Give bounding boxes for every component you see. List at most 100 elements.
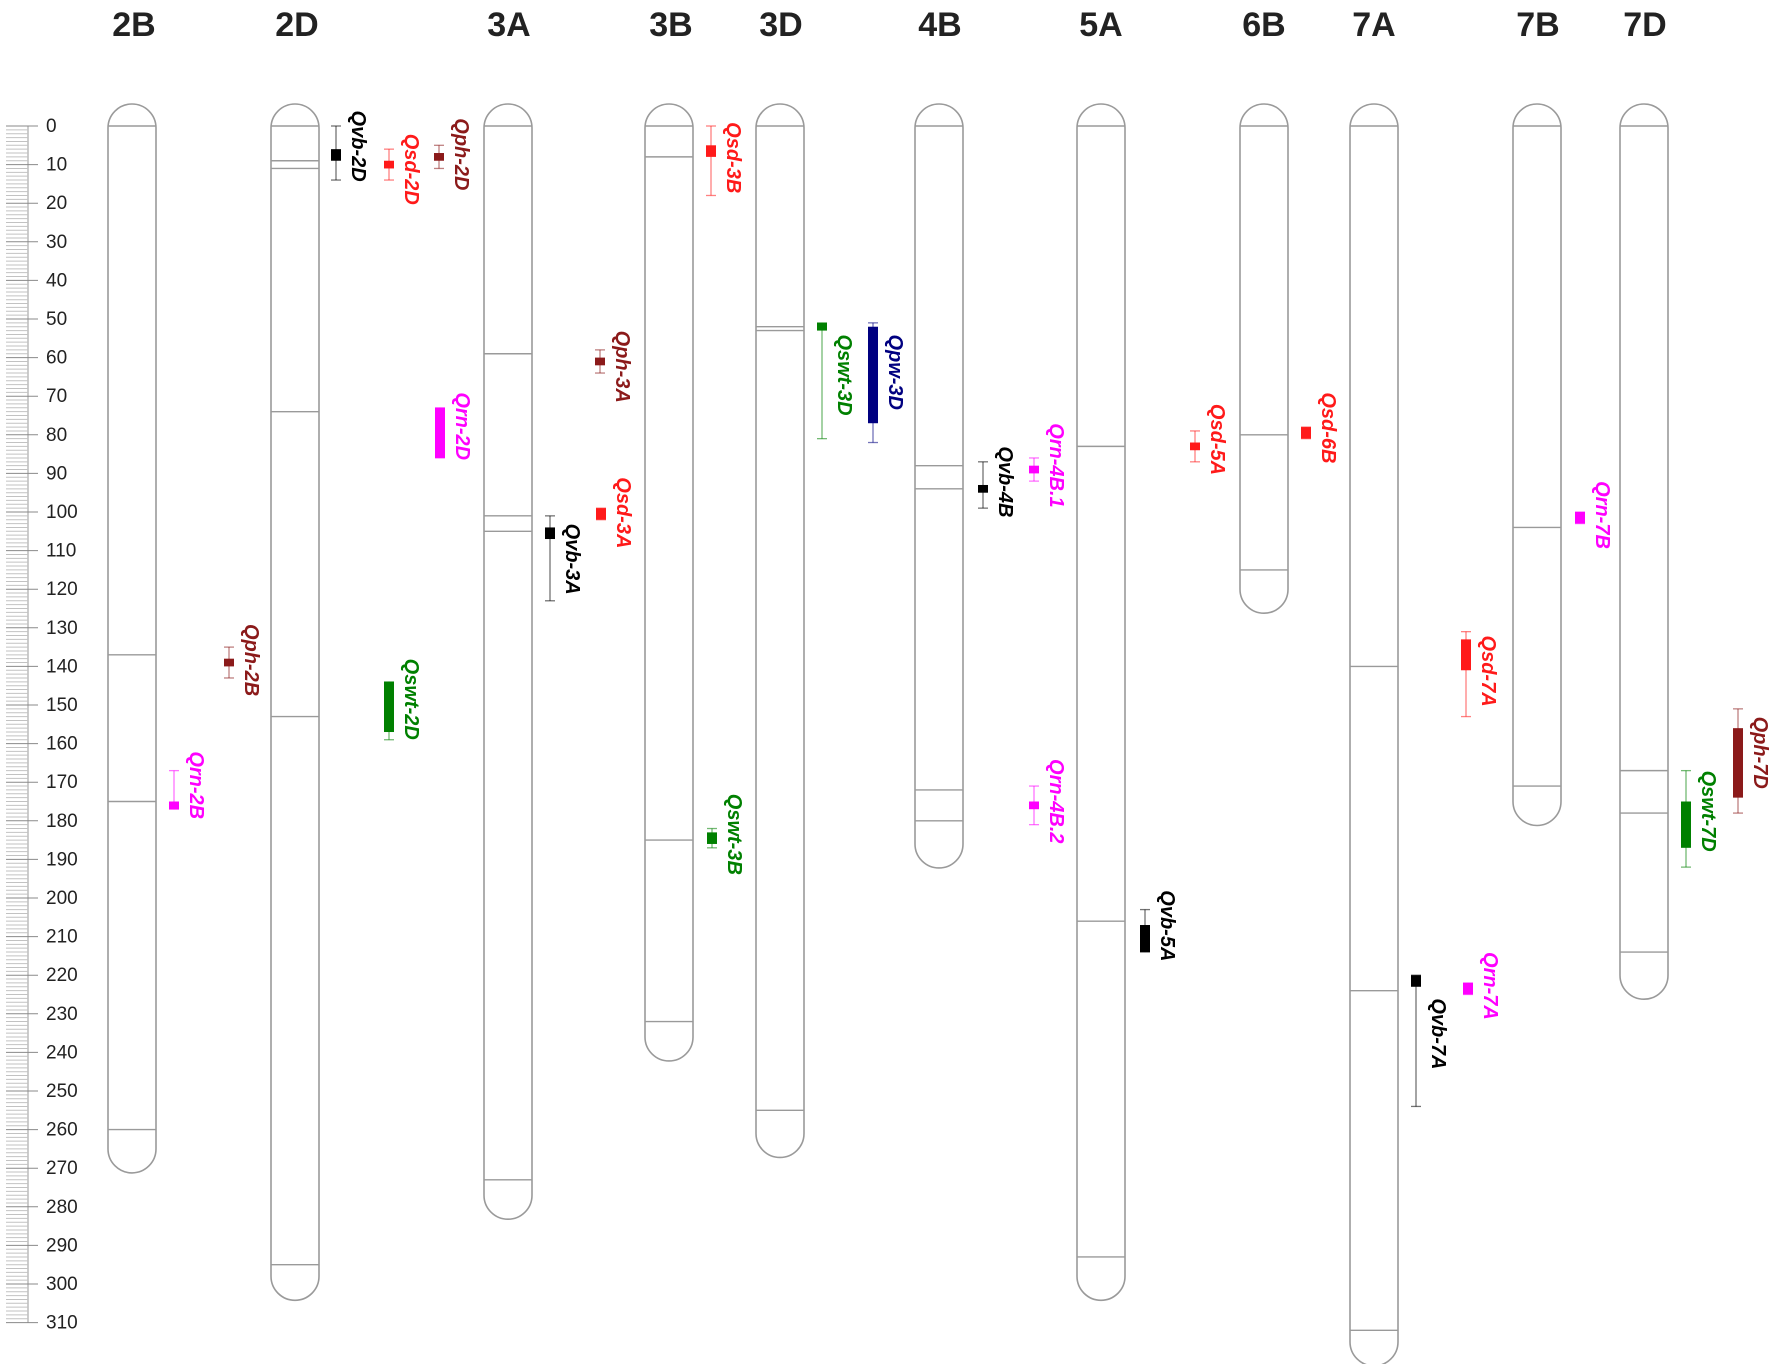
chromosome-3D: 3D (755, 6, 805, 1159)
chromosome-3B: 3B (644, 6, 694, 1062)
qtl-peak-bar (706, 145, 716, 157)
qtl-Qvb-5A: Qvb-5A (1140, 890, 1178, 961)
qtl-Qrn-4B.2: Qrn-4B.2 (1029, 759, 1067, 844)
chromosome-7D: 7D (1619, 6, 1669, 1000)
qtl-Qsd-3B: Qsd-3B (706, 122, 744, 197)
scale-tick-label: 60 (46, 348, 67, 369)
qtl-Qph-3A: Qph-3A (595, 331, 633, 403)
qtl-Qsd-3A: Qsd-3A (596, 477, 634, 548)
scale-tick-label: 200 (46, 888, 78, 909)
chromosome-outline (483, 103, 533, 1220)
scale-tick-label: 70 (46, 386, 67, 407)
qtl-Qswt-2D: Qswt-2D (384, 659, 422, 741)
qtl-peak-bar (434, 153, 444, 161)
qtl-Qswt-7D: Qswt-7D (1681, 769, 1719, 868)
qtl-Qsd-5A: Qsd-5A (1190, 404, 1228, 475)
qtl-label: Qpw-3D (884, 334, 906, 410)
qtl-peak-bar (1681, 801, 1691, 848)
scale-tick-label: 80 (46, 425, 67, 446)
chromosome-5A: 5A (1076, 6, 1126, 1301)
scale-tick-label: 130 (46, 618, 78, 639)
scale-tick-label: 90 (46, 463, 67, 484)
qtl-peak-bar (1411, 975, 1421, 987)
scale-tick-label: 310 (46, 1313, 78, 1334)
qtl-label: Qrn-4B.1 (1045, 423, 1067, 507)
qtl-label: Qvb-5A (1156, 890, 1178, 961)
chromosome-outline (1619, 103, 1669, 1000)
chromosome-3A: 3A (483, 6, 533, 1220)
chromosome-outline (1512, 103, 1562, 827)
qtl-label: Qsd-5A (1206, 404, 1228, 475)
chromosome-outline (1239, 103, 1289, 614)
qtl-label: Qsd-3A (612, 477, 634, 548)
qtl-label: Qph-2B (240, 624, 262, 696)
qtl-peak-bar (169, 801, 179, 810)
qtl-peak-bar (1463, 982, 1473, 995)
scale-tick-label: 290 (46, 1235, 78, 1256)
scale-tick-label: 150 (46, 695, 78, 716)
qtl-label: Qvb-7A (1427, 998, 1449, 1069)
chromosome-title: 7B (1516, 6, 1559, 44)
chromosome-title: 2D (275, 6, 318, 44)
scale-tick-label: 0 (46, 116, 57, 137)
chromosome-outline (755, 103, 805, 1159)
scale-tick-label: 40 (46, 270, 67, 291)
qtl-label: Qrn-4B.2 (1045, 759, 1067, 843)
scale-tick-label: 160 (46, 734, 78, 755)
chromosome-outline (1076, 103, 1126, 1301)
qtl-Qrn-4B.1: Qrn-4B.1 (1029, 423, 1067, 508)
scale-tick-label: 120 (46, 579, 78, 600)
qtl-label: Qswt-3D (833, 334, 855, 415)
scale-tick-label: 100 (46, 502, 78, 523)
scale-tick-label: 180 (46, 811, 78, 832)
qtl-peak-bar (1029, 801, 1039, 810)
scale-tick-label: 50 (46, 309, 67, 330)
qtl-label: Qsd-7A (1477, 636, 1499, 707)
qtl-peak-bar (817, 322, 827, 331)
qtl-peak-bar (1140, 925, 1150, 953)
scale-tick-label: 250 (46, 1081, 78, 1102)
chromosome-title: 7D (1623, 6, 1666, 44)
qtl-Qsd-7A: Qsd-7A (1461, 631, 1499, 718)
qtl-Qrn-7B: Qrn-7B (1575, 481, 1613, 549)
qtl-Qph-7D: Qph-7D (1733, 708, 1771, 814)
chromosome-title: 3A (487, 6, 530, 44)
chromosome-2B: 2B (107, 6, 157, 1174)
qtl-peak-bar (435, 407, 445, 458)
qtl-Qpw-3D: Qpw-3D (868, 322, 906, 444)
chromosome-title: 4B (918, 6, 961, 44)
chromosome-outline (644, 103, 694, 1062)
scale-tick-label: 300 (46, 1274, 78, 1295)
qtl-peak-bar (1575, 512, 1585, 524)
qtl-label: Qph-7D (1749, 717, 1771, 789)
qtl-label: Qrn-2B (185, 751, 207, 819)
qtl-peak-bar (1461, 639, 1471, 671)
qtl-peak-bar (596, 508, 606, 520)
qtl-peak-bar (545, 527, 555, 540)
chromosome-outline (270, 103, 320, 1301)
qtl-label: Qrn-7B (1591, 481, 1613, 549)
chromosome-6B: 6B (1239, 6, 1289, 614)
qtl-peak-bar (1733, 728, 1743, 798)
scale-tick-label: 270 (46, 1158, 78, 1179)
qtl-Qsd-2D: Qsd-2D (384, 134, 422, 205)
scale-tick-label: 210 (46, 927, 78, 948)
chromosome-7A: 7A (1349, 6, 1399, 1364)
qtl-label: Qsd-2D (400, 134, 422, 205)
chromosome-4B: 4B (914, 6, 964, 869)
qtl-Qswt-3B: Qswt-3B (707, 794, 745, 875)
scale-tick-label: 220 (46, 965, 78, 986)
qtl-label: Qrn-7A (1479, 952, 1501, 1020)
scale-tick-label: 10 (46, 155, 67, 176)
qtl-Qsd-6B: Qsd-6B (1301, 392, 1339, 463)
chromosome-set: 2B 2D 3A 3B 3D 4B 5A 6B 7A 7B 7D (107, 6, 1669, 1364)
chromosome-title: 7A (1352, 6, 1395, 44)
scale-tick-label: 110 (46, 541, 76, 562)
qtl-label: Qvb-4B (994, 446, 1016, 517)
qtl-peak-bar (224, 658, 234, 667)
chromosome-outline (914, 103, 964, 869)
chromosome-outline (107, 103, 157, 1174)
scale-tick-label: 230 (46, 1004, 78, 1025)
scale-tick-label: 260 (46, 1120, 78, 1141)
qtl-Qph-2D: Qph-2D (434, 118, 472, 190)
